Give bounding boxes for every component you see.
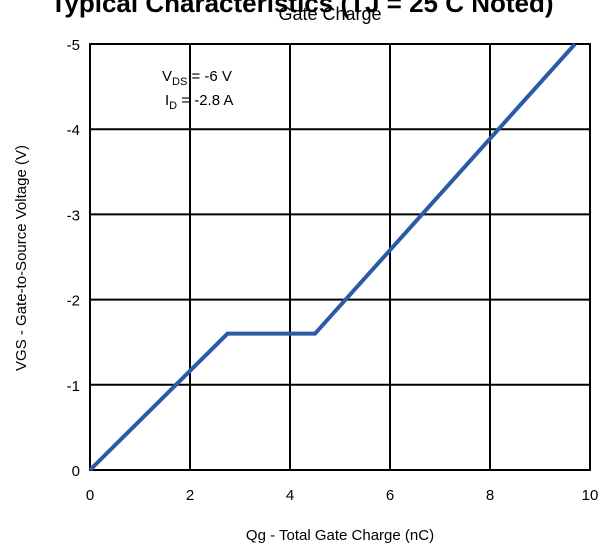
x-tick-label: 10 bbox=[582, 487, 599, 504]
y-tick-label: -4 bbox=[67, 122, 80, 139]
series-layer bbox=[88, 42, 577, 472]
y-tick-label: -3 bbox=[67, 207, 80, 224]
annotation-box: VDS = -6 V ID = -2.8 A bbox=[162, 68, 233, 112]
grid-lines bbox=[90, 44, 590, 470]
tick-labels: 0 2 4 6 8 10 0 -1 -2 -3 -4 -5 bbox=[67, 37, 599, 504]
y-tick-label: -2 bbox=[67, 293, 80, 310]
y-axis-label: VGS - Gate-to-Source Voltage (V) bbox=[13, 145, 30, 371]
x-axis-label: Qg - Total Gate Charge (nC) bbox=[246, 527, 434, 544]
page-header: Typical Characteristics (TJ = 25 C Noted… bbox=[50, 0, 554, 18]
annotation-id: ID = -2.8 A bbox=[165, 92, 233, 112]
x-tick-label: 0 bbox=[86, 487, 94, 504]
x-tick-label: 6 bbox=[386, 487, 394, 504]
y-tick-label: 0 bbox=[72, 463, 80, 480]
plot-frame bbox=[89, 43, 591, 471]
series-line bbox=[88, 42, 577, 472]
x-tick-label: 4 bbox=[286, 487, 294, 504]
y-tick-label: -1 bbox=[67, 378, 80, 395]
x-tick-label: 2 bbox=[186, 487, 194, 504]
chart-title: Gate Charge bbox=[278, 4, 382, 24]
y-tick-label: -5 bbox=[67, 37, 80, 54]
annotation-vds: VDS = -6 V bbox=[162, 68, 232, 88]
x-tick-label: 8 bbox=[486, 487, 494, 504]
